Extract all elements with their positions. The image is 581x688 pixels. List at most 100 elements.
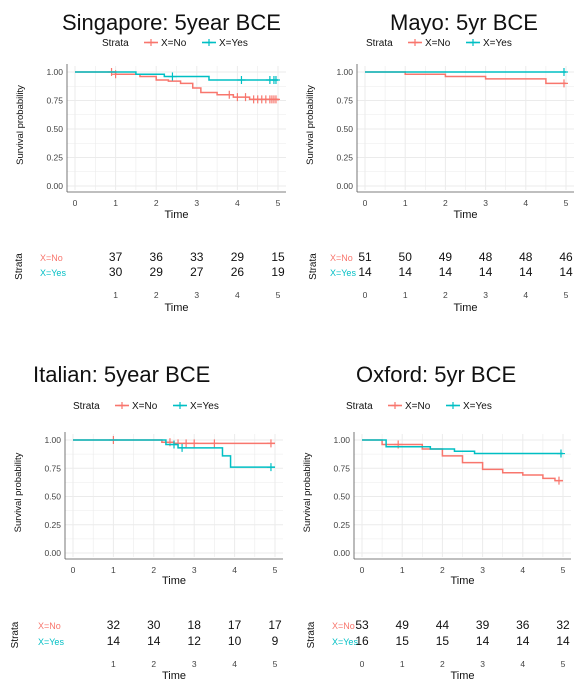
risk-row-label-no: X=No bbox=[40, 253, 63, 263]
x-tick-label: 2 bbox=[154, 198, 159, 208]
risk-time-tick: 3 bbox=[192, 659, 197, 669]
risk-count-no: 37 bbox=[109, 250, 123, 264]
risk-row-label-no: X=No bbox=[332, 621, 355, 631]
legend-title: Strata bbox=[102, 38, 129, 49]
risk-count-no: 48 bbox=[479, 250, 493, 264]
x-tick-label: 4 bbox=[520, 565, 525, 575]
risk-count-yes: 14 bbox=[559, 265, 573, 279]
risk-time-tick: 2 bbox=[440, 659, 445, 669]
risk-count-yes: 19 bbox=[271, 265, 285, 279]
legend-yes-label: X=Yes bbox=[219, 38, 248, 49]
risk-count-no: 33 bbox=[190, 250, 204, 264]
legend-no-label: X=No bbox=[425, 38, 451, 49]
x-tick-label: 1 bbox=[113, 198, 118, 208]
x-tick-label: 5 bbox=[561, 565, 566, 575]
legend-no-cross bbox=[391, 402, 399, 409]
km-panel-4: Oxford: 5yr BCE Strata X=No X=Yes 0.00 0.25 0.… bbox=[302, 362, 571, 682]
risk-count-no: 32 bbox=[556, 618, 570, 632]
x-tick-label: 1 bbox=[400, 565, 405, 575]
risk-count-no: 49 bbox=[439, 250, 453, 264]
risk-count-no: 15 bbox=[271, 250, 285, 264]
y-tick-label: 0.50 bbox=[336, 124, 353, 134]
x-tick-label: 4 bbox=[235, 198, 240, 208]
risk-strata-label: Strata bbox=[10, 621, 21, 648]
x-tick-label: 3 bbox=[480, 565, 485, 575]
risk-count-yes: 14 bbox=[147, 634, 161, 648]
y-tick-label: 1.00 bbox=[46, 67, 63, 77]
risk-count-yes: 14 bbox=[516, 634, 530, 648]
x-tick-label: 3 bbox=[194, 198, 199, 208]
censor-mark-yes bbox=[168, 72, 177, 81]
risk-x-axis-label: Time bbox=[162, 670, 186, 682]
censor-mark-no bbox=[182, 439, 191, 448]
x-axis-label: Time bbox=[450, 575, 474, 587]
risk-x-axis-label: Time bbox=[450, 670, 474, 682]
y-tick-label: 0.50 bbox=[46, 124, 63, 134]
legend-title: Strata bbox=[366, 38, 393, 49]
risk-count-yes: 14 bbox=[476, 634, 490, 648]
risk-count-no: 53 bbox=[355, 618, 369, 632]
risk-count-no: 17 bbox=[268, 618, 282, 632]
y-axis-label: Survival probability bbox=[302, 452, 313, 532]
x-tick-label: 1 bbox=[403, 198, 408, 208]
y-axis-label: Survival probability bbox=[13, 452, 24, 532]
y-tick-label: 0.75 bbox=[336, 96, 353, 106]
panel-title: Oxford: 5yr BCE bbox=[356, 362, 516, 387]
risk-count-no: 36 bbox=[516, 618, 530, 632]
censor-mark-no bbox=[271, 95, 280, 104]
legend: Strata X=No X=Yes bbox=[346, 401, 492, 412]
censor-mark-yes bbox=[556, 449, 565, 458]
y-tick-label: 0.75 bbox=[44, 463, 61, 473]
y-tick-label: 0.25 bbox=[336, 153, 353, 163]
y-tick-label: 0.75 bbox=[46, 96, 63, 106]
risk-table: Strata X=NoX=Yes5316049151441523914336144… bbox=[306, 618, 570, 682]
risk-strata-label: Strata bbox=[14, 253, 25, 280]
y-tick-label: 0.00 bbox=[46, 181, 63, 191]
x-tick-label: 0 bbox=[73, 198, 78, 208]
legend-title: Strata bbox=[73, 401, 100, 412]
risk-time-tick: 4 bbox=[232, 659, 237, 669]
risk-count-yes: 30 bbox=[109, 265, 123, 279]
risk-count-no: 32 bbox=[107, 618, 121, 632]
y-tick-label: 1.00 bbox=[336, 67, 353, 77]
curve-yes bbox=[73, 439, 275, 468]
risk-x-axis-label: Time bbox=[164, 302, 188, 314]
y-tick-label: 0.25 bbox=[46, 153, 63, 163]
risk-row-label-no: X=No bbox=[330, 253, 353, 263]
legend-no-cross bbox=[411, 39, 419, 46]
risk-table: Strata X=NoX=Yes5114050141491424814348144… bbox=[308, 250, 573, 314]
x-tick-label: 3 bbox=[192, 565, 197, 575]
censor-mark-yes bbox=[266, 463, 275, 472]
curve-yes bbox=[75, 71, 278, 81]
legend: Strata X=No X=Yes bbox=[73, 401, 219, 412]
risk-row-label-yes: X=Yes bbox=[40, 268, 66, 278]
x-tick-label: 2 bbox=[443, 198, 448, 208]
km-panel-2: Mayo: 5yr BCE Strata X=No X=Yes 0.00 0.25 0.50… bbox=[305, 10, 574, 314]
risk-count-yes: 26 bbox=[231, 265, 245, 279]
y-tick-label: 1.00 bbox=[44, 435, 61, 445]
risk-time-tick: 4 bbox=[523, 290, 528, 300]
legend-yes-cross bbox=[205, 39, 213, 46]
risk-count-yes: 10 bbox=[228, 634, 242, 648]
legend-yes-label: X=Yes bbox=[483, 38, 512, 49]
panel-title: Singapore: 5year BCE bbox=[62, 10, 281, 35]
legend-yes-label: X=Yes bbox=[463, 401, 492, 412]
risk-row-label-yes: X=Yes bbox=[330, 268, 356, 278]
risk-strata-label: Strata bbox=[306, 621, 317, 648]
curve-no bbox=[365, 71, 566, 85]
risk-count-no: 49 bbox=[396, 618, 410, 632]
legend-no-label: X=No bbox=[132, 401, 158, 412]
x-axis-label: Time bbox=[164, 209, 188, 221]
risk-time-tick: 4 bbox=[235, 290, 240, 300]
risk-time-tick: 3 bbox=[480, 659, 485, 669]
risk-count-yes: 14 bbox=[399, 265, 413, 279]
x-tick-label: 0 bbox=[363, 198, 368, 208]
risk-count-no: 30 bbox=[147, 618, 161, 632]
legend-yes-cross bbox=[469, 39, 477, 46]
km-panel-1: Singapore: 5year BCE Strata X=No X=Yes 0.00 0… bbox=[14, 10, 286, 314]
legend-yes-cross bbox=[176, 402, 184, 409]
risk-strata-label: Strata bbox=[308, 253, 319, 280]
y-tick-label: 0.00 bbox=[44, 548, 61, 558]
x-tick-label: 4 bbox=[523, 198, 528, 208]
